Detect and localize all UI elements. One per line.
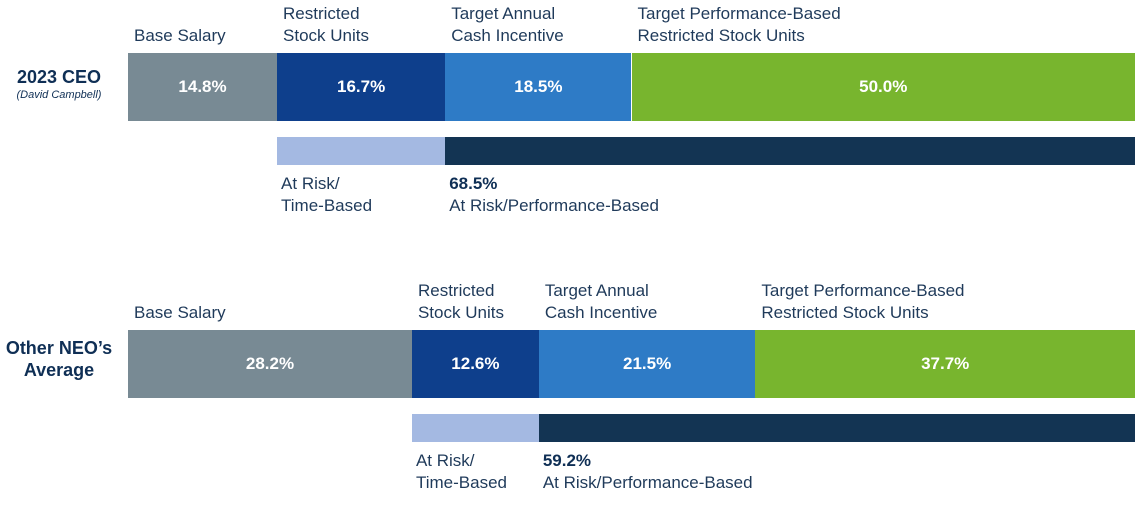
bar-segment: 12.6% — [411, 330, 539, 398]
row-label: Other NEO’s Average — [0, 337, 118, 381]
at-risk-performance-label: 59.2% At Risk/Performance-Based — [543, 450, 753, 494]
at-risk-time-bar — [277, 137, 446, 165]
bar-segment: 14.8% — [128, 53, 278, 121]
bar-segment: 37.7% — [755, 330, 1135, 398]
row-title: 2023 CEO — [16, 67, 102, 87]
at-risk-performance-name: At Risk/Performance-Based — [449, 196, 659, 215]
chart-group-1: 2023 CEO (David Campbell) 14.8% Base Salary… — [0, 0, 1138, 248]
category-label: Target Performance-Based Restricted Stoc… — [761, 281, 965, 322]
bar-segment: 50.0% — [631, 53, 1135, 121]
at-risk-performance-bar — [538, 414, 1135, 442]
at-risk-time-label: At Risk/ Time-Based — [281, 174, 373, 215]
bar-segment: 28.2% — [128, 330, 412, 398]
row-title: Other NEO’s Average — [5, 338, 113, 380]
category-label: Base Salary — [134, 303, 226, 322]
at-risk-time-bar — [411, 414, 539, 442]
category-label: Restricted Stock Units — [417, 281, 504, 322]
at-risk-performance-name: At Risk/Performance-Based — [542, 473, 753, 492]
bar-segment: 21.5% — [538, 330, 756, 398]
category-label: Base Salary — [134, 26, 226, 45]
category-label: Target Annual Cash Incentive — [544, 281, 658, 322]
at-risk-performance-bar — [445, 137, 1135, 165]
at-risk-performance-pct: 59.2% — [542, 451, 592, 470]
at-risk-time-label: At Risk/ Time-Based — [415, 451, 507, 492]
category-label: Target Performance-Based Restricted Stoc… — [637, 4, 841, 45]
at-risk-performance-pct: 68.5% — [449, 174, 498, 193]
row-label: 2023 CEO (David Campbell) — [0, 66, 118, 102]
bar-segment: 16.7% — [277, 53, 446, 121]
row-subtitle: (David Campbell) — [16, 89, 102, 101]
bar-segment: 18.5% — [445, 53, 632, 121]
category-label: Restricted Stock Units — [283, 4, 370, 45]
chart-group-2: Other NEO’s Average 28.2% Base Salary 12.6%… — [0, 277, 1138, 525]
at-risk-performance-label: 68.5% At Risk/Performance-Based — [449, 173, 659, 217]
category-label: Target Annual Cash Incentive — [451, 4, 564, 45]
